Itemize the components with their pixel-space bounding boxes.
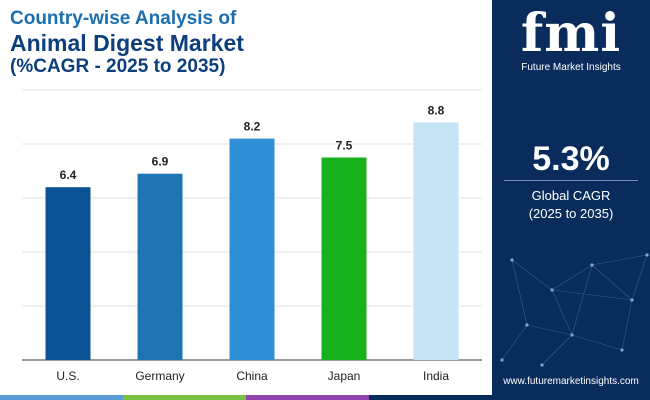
- global-cagr-period: (2025 to 2035): [528, 206, 614, 221]
- bar-germany: [137, 173, 183, 360]
- title-line-1: Country-wise Analysis of: [10, 8, 237, 29]
- chart-title: Country-wise Analysis of Animal Digest M…: [10, 8, 480, 78]
- bottom-bar-segment: [123, 395, 246, 400]
- sidebar-panel: fmi Future Market Insights 5.3% Global C…: [492, 0, 650, 400]
- network-decoration: [500, 253, 649, 367]
- brand-mark: fmi: [520, 3, 622, 64]
- bar-japan: [321, 157, 367, 360]
- data-label: 6.4: [60, 168, 77, 182]
- x-tick-label: China: [236, 369, 268, 383]
- brand-logo: fmi Future Market Insights: [492, 3, 650, 74]
- x-tick-label: U.S.: [56, 369, 79, 383]
- data-label: 6.9: [152, 155, 169, 169]
- title-line-3: (%CAGR - 2025 to 2035): [10, 56, 226, 77]
- global-cagr-value: 5.3%: [532, 140, 610, 178]
- bar-chart: 6.4 U.S. 6.9 Germany 8.2 China 7.5 Japan 8.8 Indi…: [22, 89, 482, 383]
- bar-india: [413, 122, 459, 361]
- x-tick-label: India: [423, 369, 449, 383]
- bar-u-s: [45, 187, 91, 360]
- x-tick-label: Japan: [328, 369, 361, 383]
- data-label: 8.8: [428, 103, 445, 117]
- data-label: 7.5: [336, 139, 353, 153]
- data-label: 8.2: [244, 120, 261, 134]
- website-url: www.futuremarketinsights.com: [503, 376, 639, 387]
- cagr-divider: [504, 180, 638, 181]
- x-tick-label: Germany: [135, 369, 184, 383]
- bottom-bar-segment: [0, 395, 123, 400]
- title-line-2: Animal Digest Market: [10, 30, 244, 56]
- global-cagr-label: Global CAGR: [531, 188, 611, 203]
- brand-name: Future Market Insights: [521, 62, 621, 73]
- bottom-bar-segment: [246, 395, 369, 400]
- bottom-bar-segment: [369, 395, 492, 400]
- bar-china: [229, 138, 275, 360]
- bottom-color-bar: [0, 395, 492, 400]
